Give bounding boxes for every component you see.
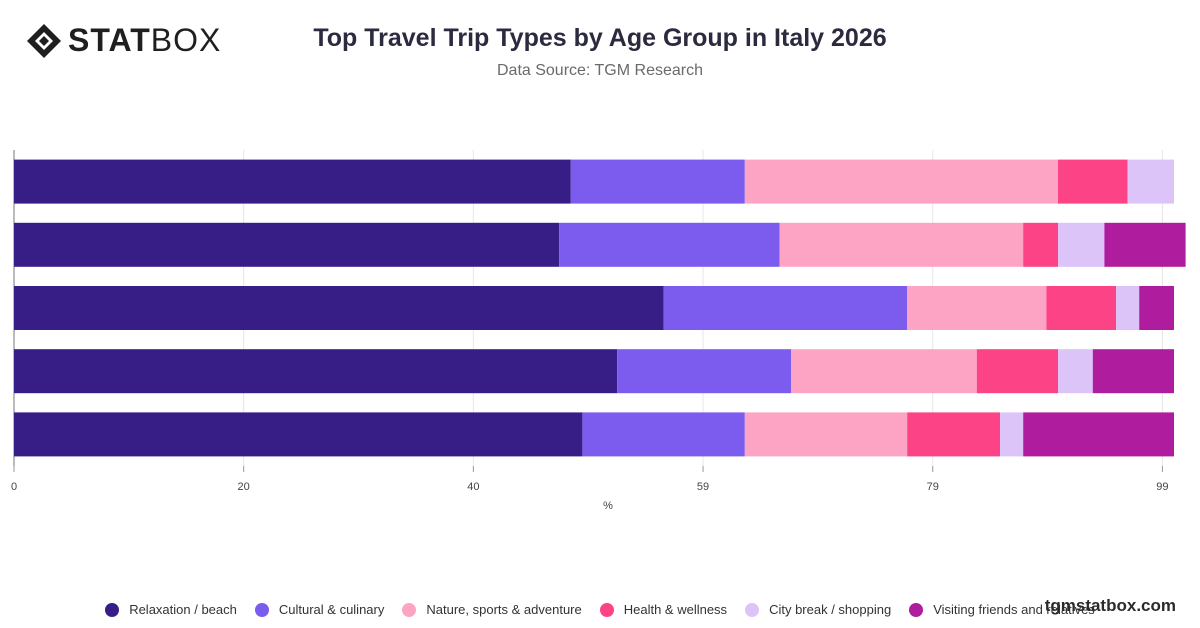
bar-segment-city-break-shopping bbox=[1127, 159, 1174, 204]
legend-label: Health & wellness bbox=[623, 602, 728, 617]
chart-title: Top Travel Trip Types by Age Group in It… bbox=[313, 24, 887, 52]
legend-swatch bbox=[599, 602, 614, 617]
legend-swatch bbox=[105, 602, 120, 617]
logo-wordmark: STATBOX bbox=[68, 22, 221, 59]
bar-segment-health-wellness bbox=[1023, 222, 1058, 267]
bar-segment-visiting-friends-and-relatives bbox=[1139, 286, 1174, 330]
x-tick-label: 20 bbox=[238, 481, 250, 493]
bar-segment-relaxation-beach bbox=[14, 412, 583, 457]
legend-swatch bbox=[745, 602, 760, 617]
bar-segment-cultural-culinary bbox=[570, 159, 745, 204]
legend-item[interactable]: Health & wellness bbox=[599, 602, 728, 617]
bar-segment-relaxation-beach bbox=[14, 286, 664, 330]
legend-item[interactable]: Nature, sports & adventure bbox=[402, 602, 582, 617]
logo-wordmark-bold: STAT bbox=[68, 22, 151, 58]
diamond-logo-icon bbox=[27, 23, 61, 58]
bar-segment-visiting-friends-and-relatives bbox=[1104, 222, 1186, 267]
x-tick-label: 59 bbox=[697, 481, 709, 493]
bar-segment-health-wellness bbox=[1046, 286, 1116, 330]
statbox-logo: STATBOX bbox=[26, 22, 221, 59]
bar-segment-health-wellness bbox=[1058, 159, 1128, 204]
bar-segment-cultural-culinary bbox=[559, 222, 780, 267]
chart-legend: Relaxation / beach Cultural & culinary Nat… bbox=[0, 602, 1200, 617]
bar-segment-relaxation-beach bbox=[14, 159, 571, 204]
legend-item[interactable]: City break / shopping bbox=[745, 602, 891, 617]
x-tick-label: 99 bbox=[1156, 481, 1168, 493]
bar-segment-nature-sports-adventure bbox=[779, 222, 1024, 267]
bar-segment-health-wellness bbox=[907, 412, 1000, 457]
logo-wordmark-light: BOX bbox=[150, 22, 222, 58]
x-tick-label: 40 bbox=[467, 481, 479, 493]
legend-swatch bbox=[254, 602, 269, 617]
bar-segment-city-break-shopping bbox=[1000, 412, 1024, 457]
bar-segment-nature-sports-adventure bbox=[744, 412, 908, 457]
bar-segment-health-wellness bbox=[976, 349, 1058, 394]
legend-swatch bbox=[402, 602, 417, 617]
bar-segment-relaxation-beach bbox=[14, 222, 560, 267]
bar-segment-cultural-culinary bbox=[617, 349, 792, 394]
legend-item[interactable]: Visiting friends and relatives bbox=[909, 602, 1095, 617]
bar-segment-visiting-friends-and-relatives bbox=[1092, 349, 1174, 394]
chart-subtitle: Data Source: TGM Research bbox=[496, 62, 703, 79]
legend-item[interactable]: Relaxation / beach bbox=[105, 602, 237, 617]
bar-segment-nature-sports-adventure bbox=[791, 349, 977, 394]
legend-label: Visiting friends and relatives bbox=[933, 602, 1095, 617]
bar-segment-city-break-shopping bbox=[1116, 286, 1140, 330]
legend-label: Cultural & culinary bbox=[278, 602, 385, 617]
bar-segment-visiting-friends-and-relatives bbox=[1023, 412, 1174, 457]
bar-segment-cultural-culinary bbox=[663, 286, 908, 330]
legend-label: Relaxation / beach bbox=[129, 602, 237, 617]
bar-segment-nature-sports-adventure bbox=[907, 286, 1047, 330]
watermark: tgmstatbox.com bbox=[1044, 596, 1176, 615]
legend-label: City break / shopping bbox=[769, 602, 892, 617]
x-tick-label: 0 bbox=[11, 481, 17, 493]
bar-segment-nature-sports-adventure bbox=[744, 159, 1058, 204]
x-tick-label: 79 bbox=[927, 481, 939, 493]
legend-label: Nature, sports & adventure bbox=[426, 602, 582, 617]
bar-segment-city-break-shopping bbox=[1058, 222, 1105, 267]
bar-segment-cultural-culinary bbox=[582, 412, 745, 457]
legend-item[interactable]: Cultural & culinary bbox=[254, 602, 385, 617]
bar-segment-relaxation-beach bbox=[14, 349, 618, 394]
bar-segment-city-break-shopping bbox=[1058, 349, 1093, 394]
x-axis-label: % bbox=[603, 500, 613, 512]
legend-swatch bbox=[909, 602, 924, 617]
